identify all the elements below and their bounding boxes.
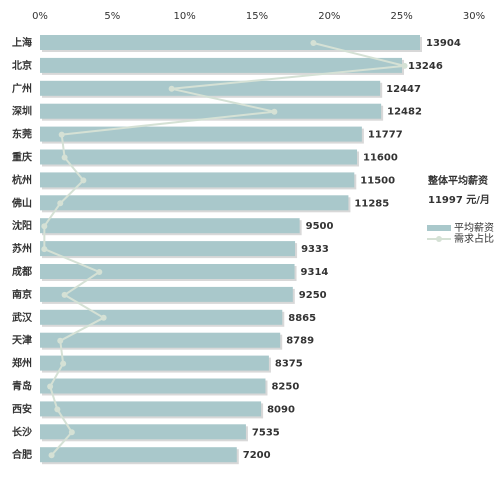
- bar: [40, 35, 420, 50]
- bar: [40, 401, 262, 417]
- bar: [40, 264, 295, 279]
- y-tick-label: 合肥: [11, 448, 32, 461]
- y-tick-label: 苏州: [12, 242, 32, 255]
- value-label: 13904: [426, 38, 461, 49]
- y-tick-label: 深圳: [12, 105, 32, 118]
- point: [168, 85, 175, 92]
- y-tick-label: 成都: [12, 265, 32, 278]
- bar: [40, 355, 269, 371]
- bar: [40, 103, 382, 119]
- legend-swatch: [427, 225, 451, 231]
- y-tick-label: 沈阳: [12, 219, 32, 232]
- point: [60, 360, 67, 367]
- value-label: 11500: [360, 175, 395, 186]
- point: [61, 291, 68, 298]
- value-label: 12447: [386, 84, 421, 95]
- bar: [40, 241, 296, 257]
- value-label: 11285: [354, 198, 389, 209]
- point: [41, 246, 48, 253]
- bar: [40, 195, 349, 211]
- y-tick-label: 重庆: [12, 151, 32, 164]
- value-label: 13246: [408, 61, 443, 72]
- bar: [40, 126, 362, 142]
- x-tick-label: 25%: [391, 11, 413, 22]
- value-label: 7200: [243, 450, 271, 461]
- point: [271, 108, 278, 115]
- value-label: 9314: [301, 267, 329, 278]
- point: [310, 40, 317, 46]
- point: [58, 131, 65, 138]
- y-tick-label: 天津: [12, 334, 32, 347]
- bar: [40, 218, 300, 234]
- value-label: 7535: [252, 427, 280, 438]
- y-tick-label: 南京: [12, 288, 32, 301]
- legend-label: 平均薪资: [454, 222, 494, 234]
- bar: [40, 149, 358, 165]
- y-tick-label: 西安: [12, 402, 32, 415]
- value-label: 9500: [306, 221, 334, 232]
- value-label: 8250: [271, 382, 299, 393]
- point: [80, 177, 87, 184]
- y-tick-label: 杭州: [12, 173, 32, 186]
- bar: [40, 286, 293, 302]
- x-tick-label: 5%: [104, 11, 120, 22]
- y-tick-label: 北京: [12, 59, 32, 72]
- y-tick-label: 东莞: [12, 128, 32, 141]
- point: [100, 314, 107, 321]
- value-label: 9250: [299, 290, 327, 301]
- y-tick-label: 长沙: [12, 425, 32, 438]
- value-label: 9333: [301, 244, 329, 255]
- point: [47, 383, 54, 390]
- point: [61, 154, 68, 161]
- x-tick-label: 10%: [174, 11, 196, 22]
- y-tick-label: 武汉: [12, 311, 33, 324]
- annotation: 11997 元/月: [428, 194, 490, 206]
- annotation: 整体平均薪资: [427, 174, 488, 187]
- value-label: 8090: [267, 404, 295, 415]
- x-tick-label: 15%: [246, 11, 268, 22]
- y-tick-label: 郑州: [12, 357, 32, 370]
- bar: [40, 172, 355, 188]
- point: [57, 200, 64, 207]
- bar: [40, 424, 246, 440]
- bar: [40, 57, 403, 73]
- bar: [40, 447, 237, 463]
- point: [57, 337, 64, 344]
- y-tick-label: 上海: [12, 36, 32, 49]
- y-tick-label: 佛山: [11, 196, 32, 209]
- y-tick-label: 广州: [12, 82, 32, 95]
- value-label: 8375: [275, 359, 303, 370]
- y-tick-label: 青岛: [12, 380, 32, 393]
- point: [68, 429, 75, 436]
- value-label: 12482: [387, 107, 422, 118]
- point: [96, 269, 103, 275]
- value-label: 11777: [368, 130, 403, 141]
- point: [401, 62, 408, 69]
- point: [48, 452, 55, 459]
- bar: [40, 80, 381, 96]
- value-label: 8865: [288, 313, 316, 324]
- legend-label: 需求占比: [454, 232, 494, 245]
- x-tick-label: 0%: [32, 11, 48, 22]
- point: [54, 406, 61, 413]
- x-tick-label: 20%: [318, 11, 340, 22]
- x-tick-label: 30%: [463, 11, 485, 22]
- value-label: 8789: [286, 336, 314, 347]
- bar: [40, 332, 281, 348]
- bar: [40, 309, 283, 325]
- value-label: 11600: [363, 153, 398, 164]
- legend-swatch: [436, 236, 442, 242]
- point: [41, 223, 48, 230]
- bar: [40, 378, 266, 394]
